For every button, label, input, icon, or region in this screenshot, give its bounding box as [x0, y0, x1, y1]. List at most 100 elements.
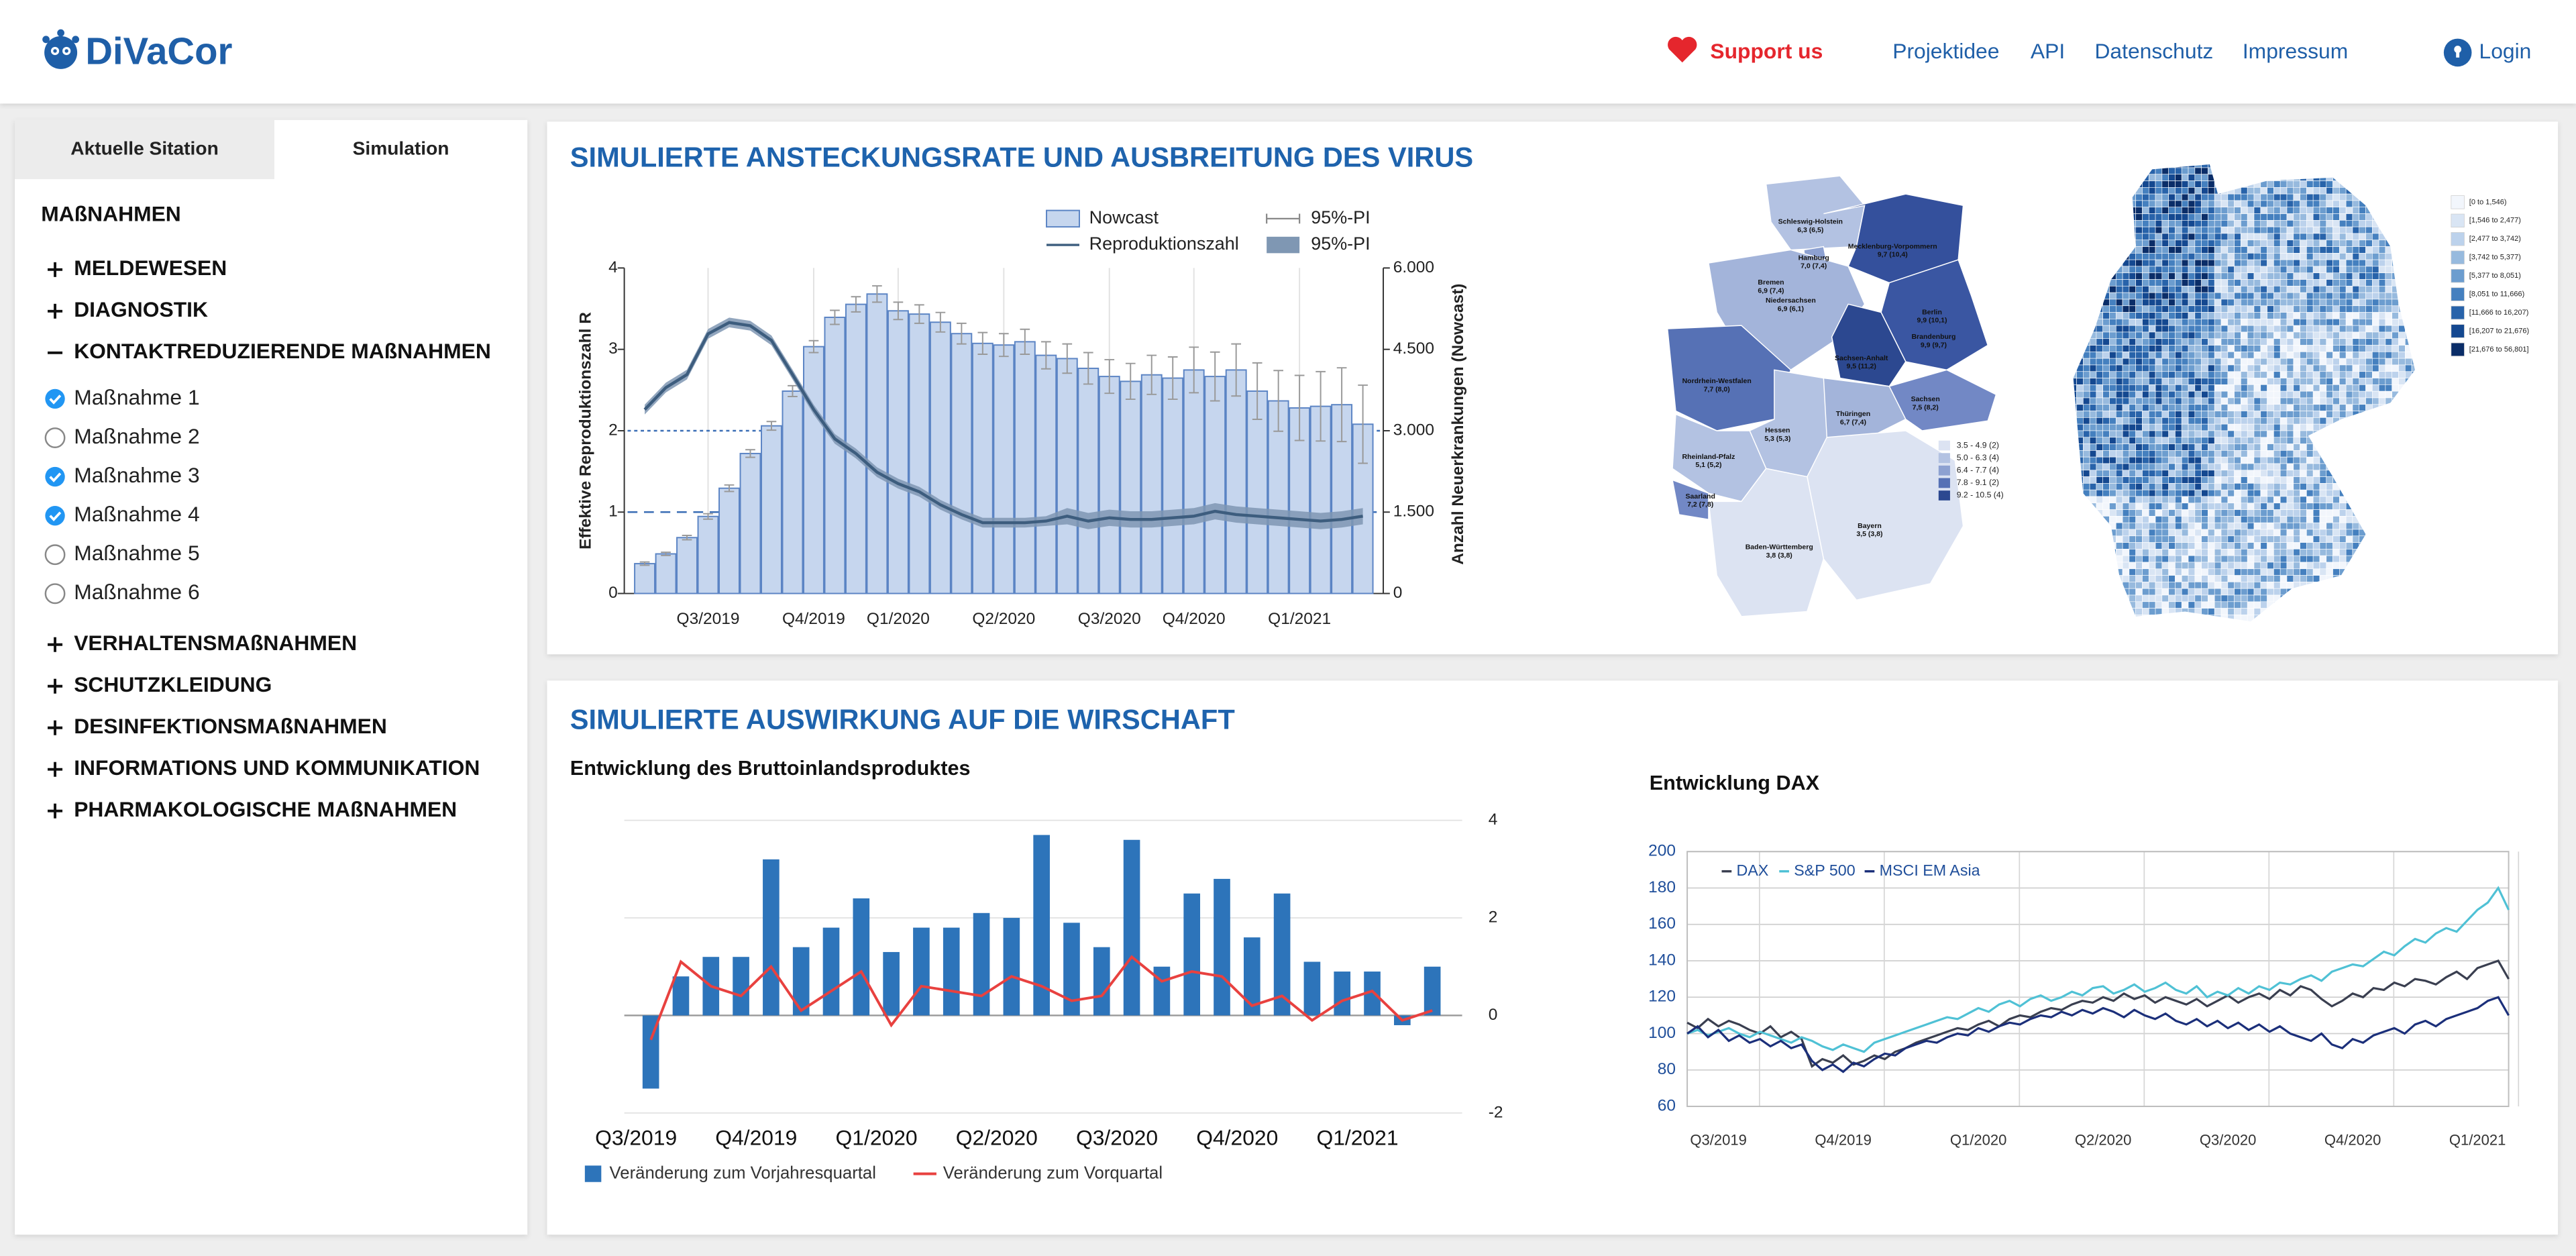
- district: [2260, 483, 2267, 490]
- legend-label: 3.5 - 4.9 (2): [1957, 440, 1999, 450]
- y-tick-label: 120: [1648, 988, 1676, 1006]
- tab-background[interactable]: [15, 119, 274, 180]
- checkbox-checked[interactable]: [45, 466, 65, 487]
- district: [2102, 417, 2110, 425]
- heart-icon[interactable]: [1668, 36, 1697, 63]
- checkbox-checked[interactable]: [45, 505, 65, 526]
- district: [2392, 331, 2399, 339]
- district: [2161, 417, 2169, 425]
- district: [2378, 390, 2386, 399]
- district: [2378, 272, 2386, 280]
- item-label[interactable]: Maßnahme 6: [74, 580, 199, 604]
- district: [2201, 568, 2208, 576]
- x-tick-label: Q4/2020: [1163, 610, 1226, 628]
- district: [2129, 568, 2136, 576]
- login-link[interactable]: Login: [2479, 39, 2532, 63]
- district: [2279, 253, 2288, 260]
- error-bar: [1146, 354, 1157, 395]
- district: [2286, 305, 2294, 313]
- district: [2155, 240, 2163, 247]
- item-label[interactable]: Maßnahme 2: [74, 424, 199, 448]
- district: [2135, 240, 2143, 247]
- district: [2273, 364, 2281, 372]
- district: [2339, 345, 2347, 352]
- item-label[interactable]: Maßnahme 4: [74, 502, 199, 526]
- district: [2168, 266, 2176, 274]
- nav-link[interactable]: Datenschutz: [2094, 39, 2213, 63]
- group-label[interactable]: DESINFEKTIONSMAßNAHMEN: [74, 714, 387, 738]
- district: [2234, 476, 2241, 484]
- district: [2129, 503, 2136, 510]
- group-label[interactable]: PHARMAKOLOGISCHE MAßNAHMEN: [74, 797, 457, 821]
- district: [2175, 312, 2182, 319]
- district: [2208, 352, 2215, 359]
- district: [2385, 345, 2393, 352]
- district: [2194, 384, 2202, 392]
- district: [2161, 601, 2169, 609]
- group-label[interactable]: KONTAKTREDUZIERENDE MAßNAHMEN: [74, 339, 491, 363]
- tab[interactable]: Simulation: [353, 137, 449, 158]
- district: [2267, 266, 2274, 274]
- district: [2267, 279, 2274, 286]
- district: [2135, 200, 2143, 208]
- district: [2175, 272, 2182, 280]
- district: [2326, 378, 2333, 385]
- group-label[interactable]: MELDEWESEN: [74, 256, 227, 280]
- district: [2300, 503, 2307, 510]
- district: [2129, 443, 2136, 451]
- item-label[interactable]: Maßnahme 5: [74, 541, 199, 565]
- district: [2122, 443, 2130, 451]
- district: [2142, 404, 2149, 411]
- item-label[interactable]: Maßnahme 1: [74, 385, 199, 409]
- group-label[interactable]: INFORMATIONS UND KOMMUNIKATION: [74, 755, 480, 780]
- group-label[interactable]: DIAGNOSTIK: [74, 297, 208, 321]
- bar: [792, 947, 810, 1016]
- district: [2148, 483, 2156, 490]
- district: [2273, 423, 2281, 431]
- district: [2286, 358, 2294, 366]
- district: [2076, 397, 2084, 405]
- checkbox-checked[interactable]: [45, 388, 65, 409]
- district: [2326, 200, 2333, 208]
- district: [2188, 220, 2196, 227]
- district: [2175, 516, 2182, 523]
- district: [2135, 476, 2143, 484]
- nav-link[interactable]: Projektidee: [1892, 39, 1999, 63]
- nav-link[interactable]: Impressum: [2243, 39, 2348, 63]
- district: [2168, 305, 2176, 313]
- district: [2188, 364, 2196, 372]
- state-value: 9,5 (11,2): [1846, 362, 1876, 370]
- district: [2279, 535, 2288, 543]
- error-bar: [1294, 374, 1305, 441]
- district: [2332, 286, 2340, 293]
- district: [2214, 463, 2222, 471]
- district: [2339, 404, 2347, 411]
- legend-label: 95%-PI: [1311, 207, 1370, 227]
- district: [2208, 463, 2215, 471]
- district: [2135, 411, 2143, 418]
- district: [2194, 417, 2202, 425]
- district: [2319, 358, 2327, 366]
- district: [2332, 503, 2340, 510]
- item-label[interactable]: Maßnahme 3: [74, 463, 199, 487]
- group-label[interactable]: VERHALTENSMAßNAHMEN: [74, 631, 357, 655]
- district: [2300, 535, 2307, 543]
- checkbox[interactable]: [44, 427, 66, 448]
- login-icon[interactable]: [2443, 38, 2472, 67]
- checkbox[interactable]: [44, 583, 66, 605]
- error-bar: [1316, 370, 1326, 442]
- logo-text[interactable]: DiVaCor: [85, 30, 232, 72]
- district: [2227, 312, 2235, 319]
- support-link[interactable]: Support us: [1710, 39, 1823, 63]
- tab[interactable]: Aktuelle Sitation: [70, 137, 219, 158]
- district: [2220, 358, 2229, 366]
- nav-link[interactable]: API: [2031, 39, 2065, 63]
- district: [2155, 463, 2163, 471]
- group-label[interactable]: SCHUTZKLEIDUNG: [74, 672, 272, 696]
- district: [2273, 522, 2281, 530]
- checkbox[interactable]: [44, 544, 66, 566]
- error-bar: [661, 552, 671, 556]
- district: [2161, 594, 2169, 603]
- district: [2279, 522, 2288, 530]
- district: [2135, 352, 2143, 359]
